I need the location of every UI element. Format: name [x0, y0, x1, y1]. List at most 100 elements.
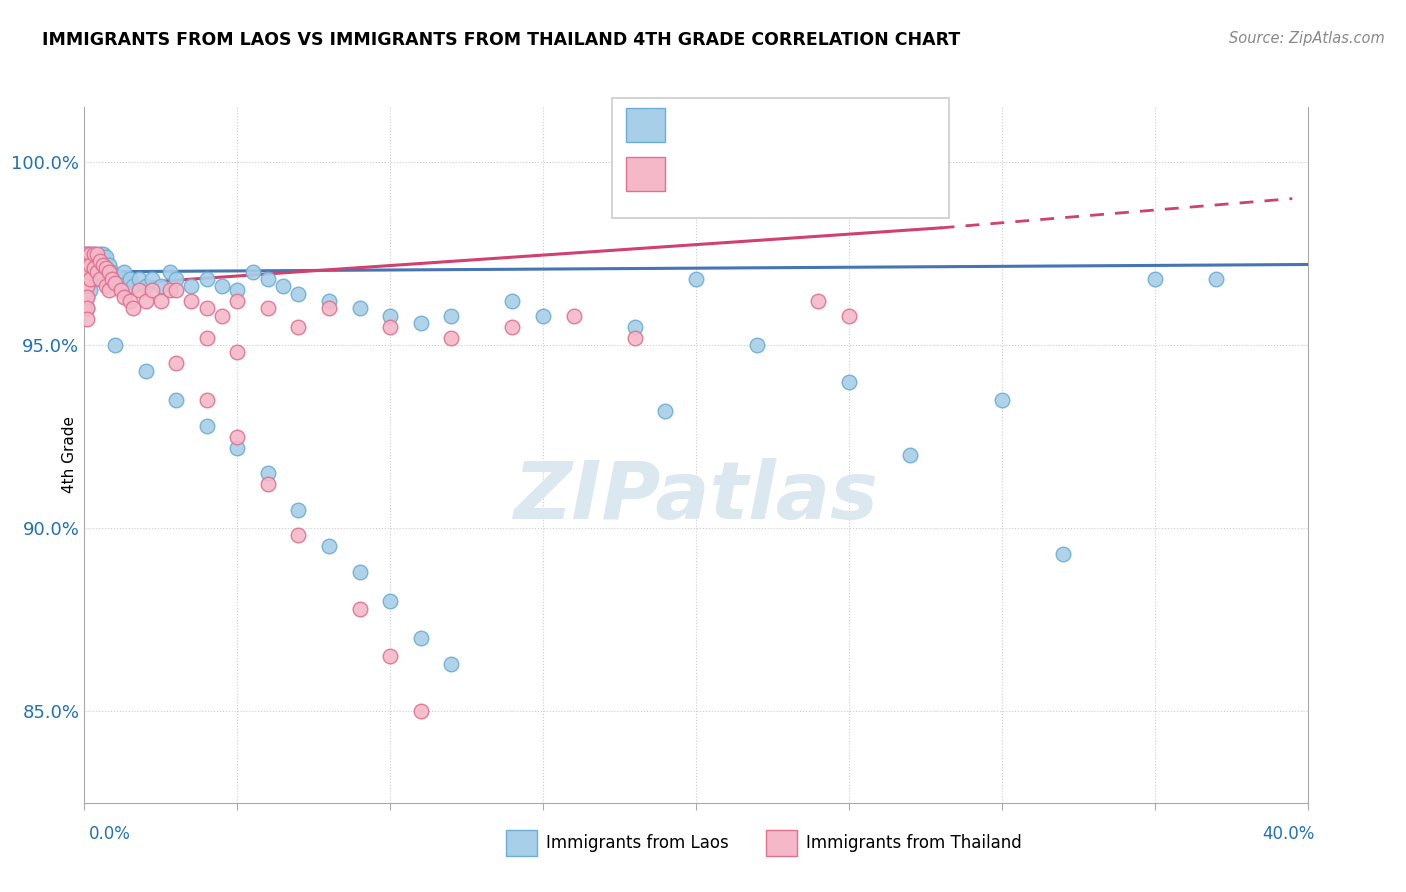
Point [195, 272, 218, 286]
Point [79, 246, 101, 260]
Point [440, 309, 463, 323]
Point [91, 246, 114, 260]
Point [79, 258, 101, 272]
Point [287, 503, 309, 517]
Point [73, 290, 96, 304]
Point [94, 250, 117, 264]
Point [624, 331, 647, 345]
Point [104, 268, 127, 283]
Point [76, 312, 98, 326]
Point [149, 279, 172, 293]
Point [83, 246, 105, 260]
Y-axis label: 4th Grade: 4th Grade [62, 417, 77, 493]
Point [73, 279, 96, 293]
Point [195, 418, 218, 433]
Point [97, 283, 120, 297]
Point [101, 265, 124, 279]
Point [79, 272, 101, 286]
Point [271, 279, 294, 293]
Point [73, 290, 96, 304]
Point [76, 246, 98, 260]
Point [83, 258, 105, 272]
Point [76, 301, 98, 316]
Point [79, 283, 101, 297]
Point [226, 441, 249, 455]
Point [73, 301, 96, 316]
Point [91, 265, 114, 279]
Point [211, 279, 233, 293]
Point [86, 265, 108, 279]
Point [94, 261, 117, 276]
Point [898, 448, 921, 462]
Point [110, 272, 132, 286]
Point [991, 392, 1014, 407]
Point [141, 283, 163, 297]
Point [165, 272, 187, 286]
Point [502, 294, 524, 309]
Point [380, 319, 402, 334]
Point [380, 649, 402, 664]
Point [159, 265, 181, 279]
Point [73, 268, 96, 283]
Point [349, 601, 371, 615]
Text: Immigrants from Thailand: Immigrants from Thailand [806, 834, 1021, 852]
Point [807, 294, 830, 309]
Point [112, 265, 135, 279]
Point [257, 272, 280, 286]
Point [115, 276, 138, 290]
Point [120, 272, 142, 286]
Point [287, 319, 309, 334]
Point [76, 279, 98, 293]
Point [409, 631, 432, 645]
Text: N =: N = [778, 107, 817, 126]
Point [76, 290, 98, 304]
Point [685, 272, 707, 286]
Point [440, 657, 463, 671]
Point [76, 268, 98, 283]
Point [97, 265, 120, 279]
Point [165, 392, 187, 407]
Text: 0.040: 0.040 [718, 107, 775, 126]
Point [83, 272, 105, 286]
Point [242, 265, 264, 279]
Point [76, 246, 98, 260]
Point [226, 283, 249, 297]
Point [211, 309, 233, 323]
Point [86, 250, 108, 264]
Text: R =: R = [679, 107, 718, 126]
Point [1052, 547, 1074, 561]
Text: 0.155: 0.155 [718, 156, 775, 175]
Point [135, 364, 157, 378]
Point [165, 356, 187, 370]
Text: Immigrants from Laos: Immigrants from Laos [546, 834, 728, 852]
Point [104, 276, 127, 290]
Text: R =: R = [679, 156, 718, 175]
Point [226, 294, 249, 309]
Point [257, 477, 280, 491]
Text: N =: N = [778, 156, 817, 175]
Point [159, 283, 181, 297]
Point [257, 467, 280, 481]
Text: ZIPatlas: ZIPatlas [513, 458, 879, 536]
Point [122, 279, 145, 293]
Point [409, 704, 432, 718]
Point [120, 294, 142, 309]
Point [287, 286, 309, 301]
Point [195, 331, 218, 345]
Point [89, 258, 111, 272]
Point [165, 283, 187, 297]
Text: 40.0%: 40.0% [1263, 825, 1315, 843]
Point [838, 375, 860, 389]
Point [440, 331, 463, 345]
Point [257, 301, 280, 316]
Point [180, 294, 202, 309]
Text: Source: ZipAtlas.com: Source: ZipAtlas.com [1229, 31, 1385, 46]
Point [624, 319, 647, 334]
Point [112, 290, 135, 304]
Point [380, 594, 402, 608]
Point [76, 279, 98, 293]
Point [73, 246, 96, 260]
Point [76, 301, 98, 316]
Point [128, 272, 150, 286]
Point [76, 290, 98, 304]
